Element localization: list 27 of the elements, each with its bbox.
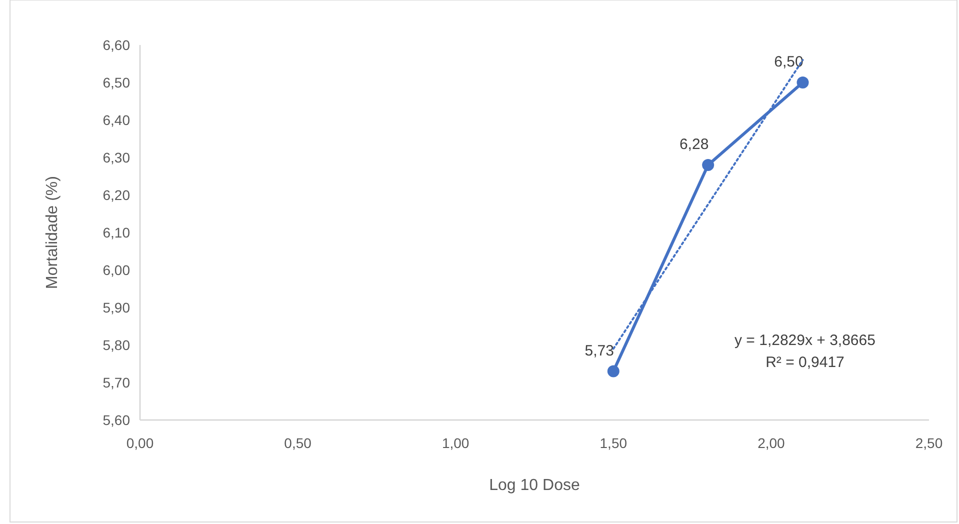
x-tick-label: 2,50 — [915, 435, 943, 451]
y-tick-label: 5,60 — [102, 412, 130, 428]
x-tick-label: 0,00 — [126, 435, 154, 451]
y-tick-label: 6,20 — [102, 187, 130, 203]
y-tick-label: 6,40 — [102, 112, 130, 128]
y-tick-label: 6,30 — [102, 150, 130, 166]
x-tick-label: 1,50 — [600, 435, 628, 451]
annotation: R² = 0,9417 — [766, 354, 844, 371]
y-tick-label: 5,90 — [102, 300, 130, 316]
x-tick-label: 1,00 — [442, 435, 470, 451]
y-tick-label: 6,50 — [102, 74, 130, 90]
y-tick-label: 5,80 — [102, 337, 130, 353]
x-tick-label: 0,50 — [284, 435, 312, 451]
y-axis-title: Mortalidade (%) — [44, 176, 61, 289]
x-tick-label: 2,00 — [758, 435, 786, 451]
y-tick-label: 6,60 — [102, 37, 130, 53]
point — [702, 159, 714, 171]
data-label: 6,28 — [679, 136, 709, 153]
y-tick-label: 6,10 — [102, 224, 130, 240]
data-label: 6,50 — [774, 54, 804, 70]
y-tick-label: 6,00 — [102, 262, 130, 278]
annotation: y = 1,2829x + 3,8665 — [734, 332, 876, 349]
x-axis-title: Log 10 Dose — [489, 477, 580, 494]
point — [796, 76, 809, 88]
point — [607, 365, 620, 378]
data-label: 5,73 — [584, 342, 614, 360]
y-tick-label: 5,70 — [102, 374, 130, 390]
